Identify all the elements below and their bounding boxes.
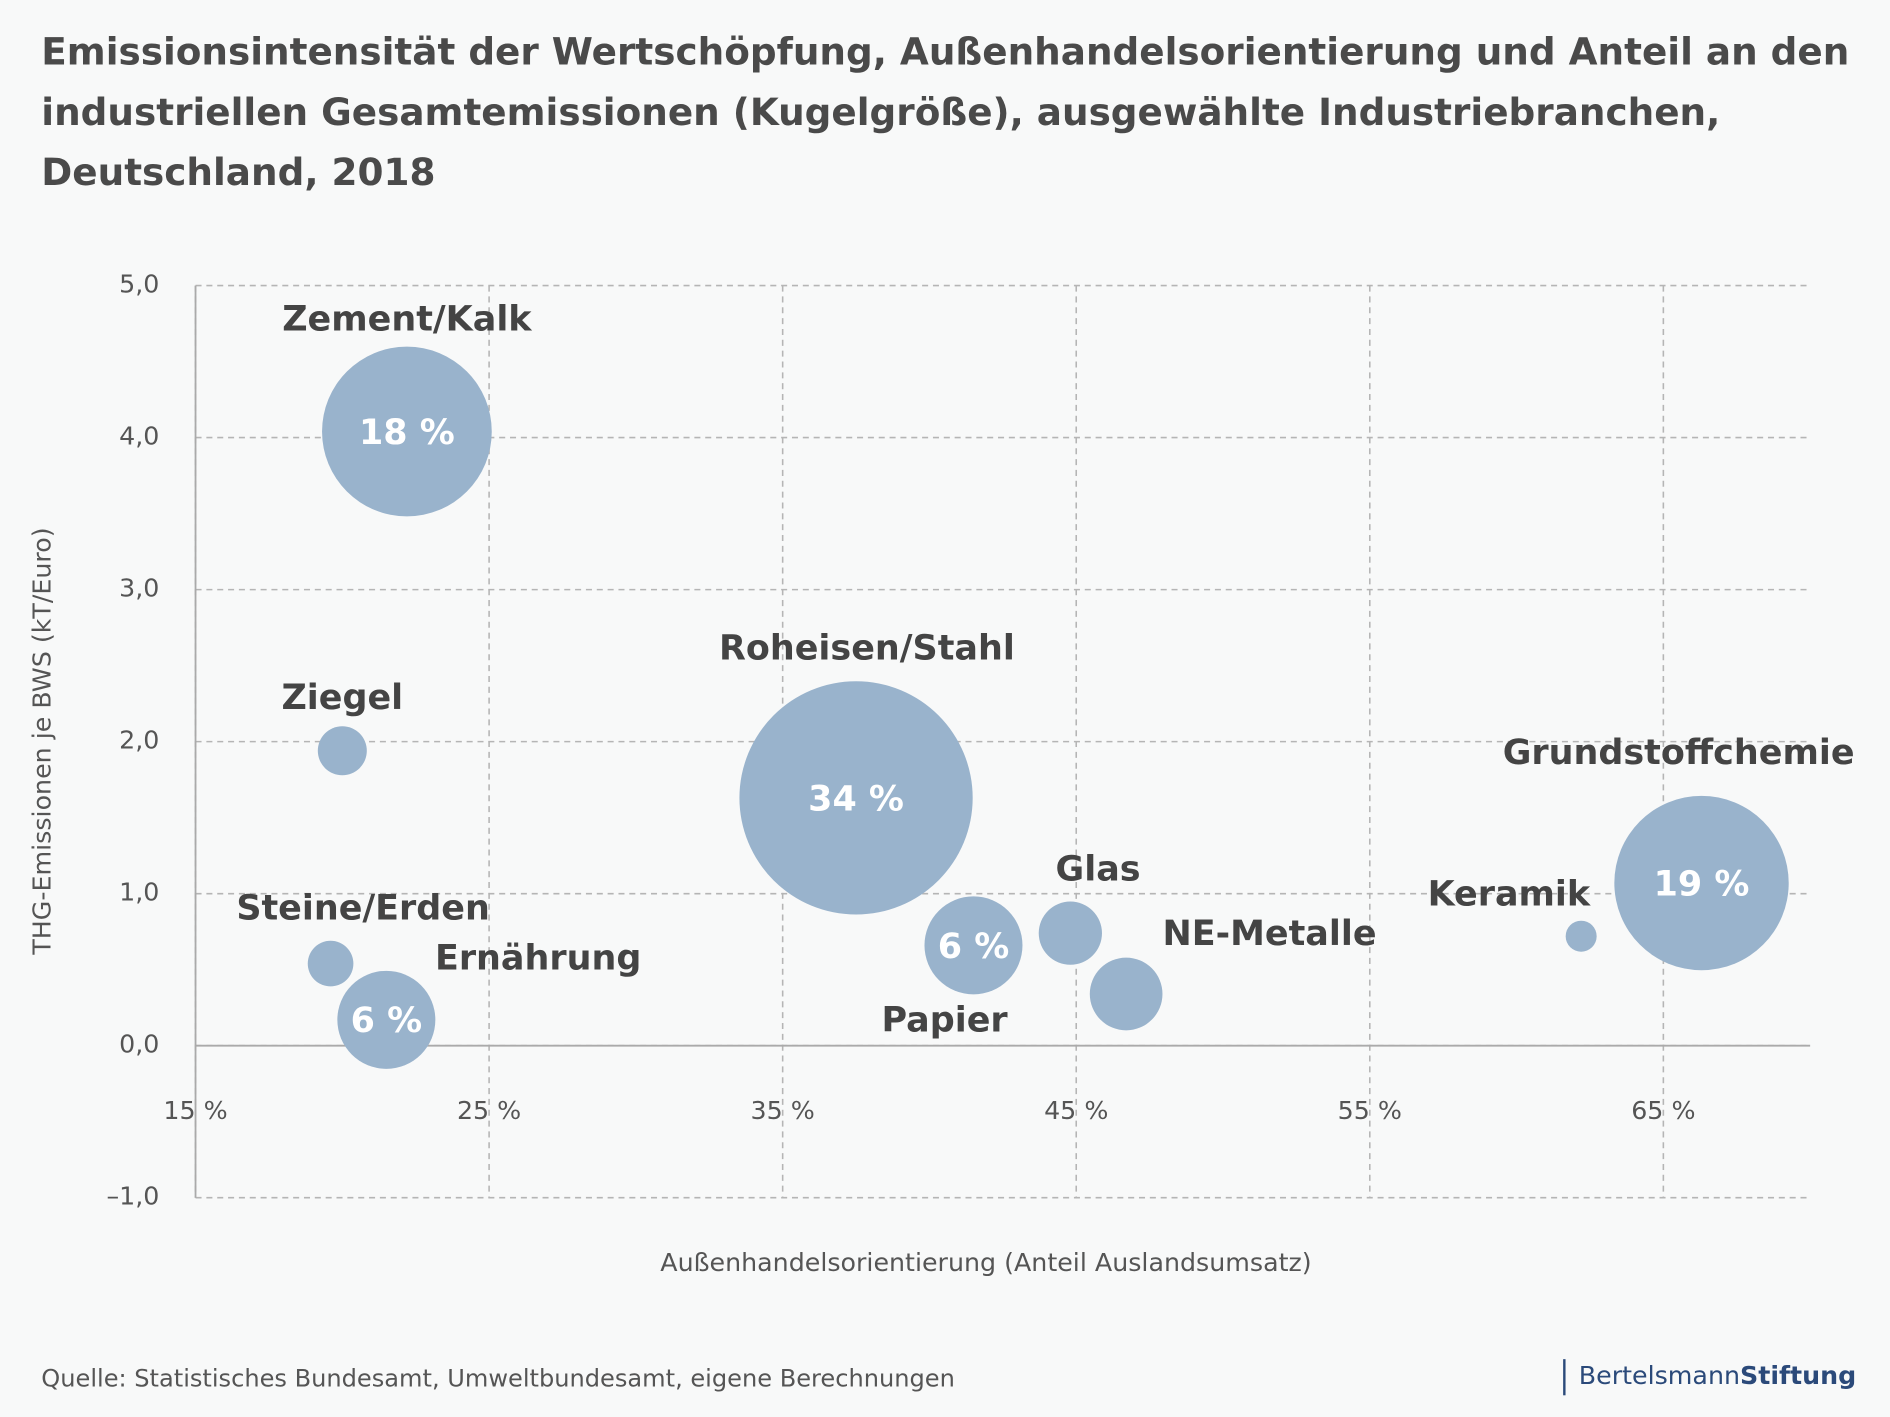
bubble	[307, 940, 354, 987]
chart-title: industriellen Gesamtemissionen (Kugelgrö…	[41, 90, 1720, 134]
point-label: Ziegel	[281, 678, 403, 718]
source: Quelle: Statistisches Bundesamt, Umweltb…	[41, 1365, 955, 1393]
y-tick-label: 1,0	[119, 878, 159, 907]
bubble	[1089, 957, 1163, 1031]
point-label: Zement/Kalk	[282, 300, 532, 340]
point-label: Glas	[1056, 850, 1141, 890]
point-label: Papier	[881, 1000, 1008, 1040]
bubble	[322, 346, 492, 517]
bubble	[924, 896, 1023, 995]
y-tick-label: 0,0	[119, 1030, 159, 1059]
bubble	[739, 681, 973, 915]
value-label: 6 %	[351, 1001, 422, 1041]
y-tick-label: 5,0	[119, 270, 159, 299]
point-label: Roheisen/Stahl	[719, 629, 1015, 669]
y-tick-label: 2,0	[119, 726, 159, 755]
y-tick-label: 3,0	[119, 574, 159, 603]
bubble	[1565, 920, 1597, 952]
chart-title: Deutschland, 2018	[41, 150, 435, 194]
logo-part: Bertelsmann	[1579, 1361, 1740, 1390]
point-label: Grundstoffchemie	[1503, 733, 1855, 773]
value-label: 19 %	[1654, 864, 1750, 904]
x-axis-label: Außenhandelsorientierung (Anteil Ausland…	[660, 1248, 1311, 1277]
bubble	[337, 970, 436, 1069]
point-label: Keramik	[1428, 874, 1591, 914]
bubble	[1614, 795, 1789, 971]
plot-area: –1,00,01,02,03,04,05,015 % 25 % 35 % 45 % 55…	[106, 270, 1854, 1211]
y-tick-label: –1,0	[106, 1182, 159, 1211]
y-tick-label: 4,0	[119, 422, 159, 451]
value-label: 6 %	[938, 927, 1009, 967]
point-label: Steine/Erden	[236, 888, 490, 928]
point-label: NE-Metalle	[1163, 914, 1377, 954]
logo-part: Stiftung	[1740, 1361, 1856, 1390]
bubble	[1038, 901, 1102, 965]
value-label: 18 %	[359, 413, 455, 453]
y-axis-label: THG-Emissionen je BWS (kT/Euro)	[28, 527, 57, 955]
chart-title: Emissionsintensität der Wertschöpfung, A…	[41, 30, 1849, 74]
point-label: Ernährung	[435, 939, 641, 979]
bubble	[317, 726, 367, 776]
logo: BertelsmannStiftung	[1579, 1361, 1856, 1390]
value-label: 34 %	[808, 779, 904, 819]
